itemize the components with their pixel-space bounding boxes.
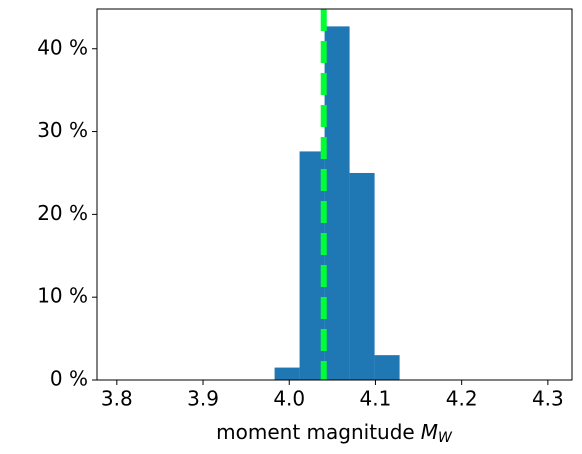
x-axis-label: moment magnitude MW (216, 420, 453, 447)
x-tick-label: 4.0 (273, 387, 305, 411)
y-tick-label: 0 % (50, 367, 88, 391)
bar (349, 172, 375, 380)
x-tick-label: 4.3 (532, 387, 564, 411)
x-label-symbol: M (421, 420, 438, 444)
x-tick-label: 4.2 (446, 387, 478, 411)
y-tick-label: 40 % (37, 35, 88, 59)
x-tick-label: 3.8 (101, 387, 133, 411)
bar (274, 367, 300, 380)
bar (299, 151, 325, 380)
plot-frame (96, 8, 573, 381)
x-label-text: moment magnitude (216, 420, 415, 444)
y-tick-label: 10 % (37, 284, 88, 308)
bar (374, 355, 400, 380)
y-tick-label: 30 % (37, 118, 88, 142)
y-tick-label: 20 % (37, 201, 88, 225)
x-label-subscript: W (438, 430, 453, 446)
bar (324, 26, 350, 380)
x-tick-label: 4.1 (360, 387, 392, 411)
x-tick-label: 3.9 (187, 387, 219, 411)
